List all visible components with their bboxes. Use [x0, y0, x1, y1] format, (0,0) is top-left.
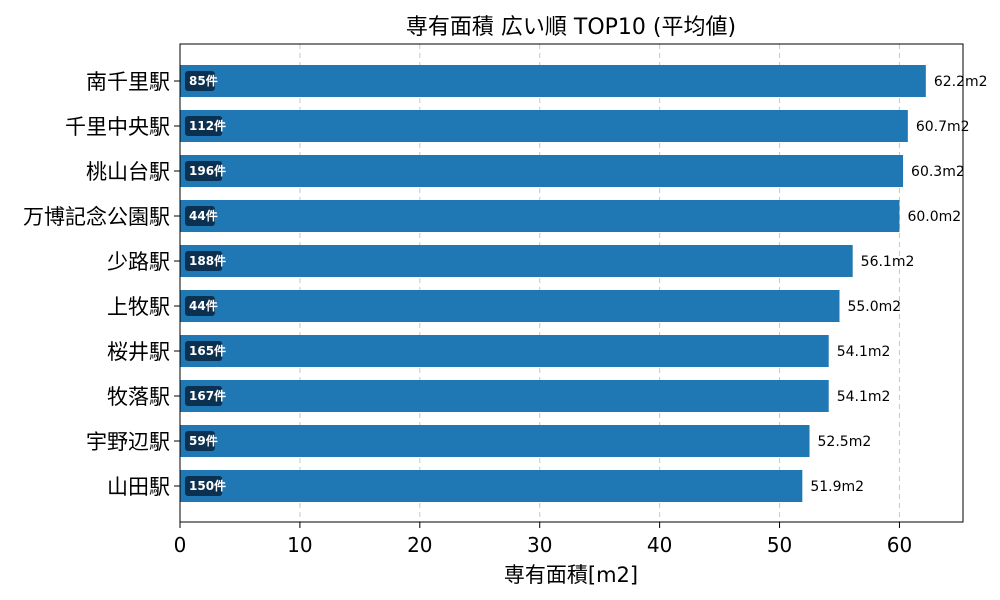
y-tick-label: 少路駅: [107, 250, 170, 274]
count-badge: [185, 431, 215, 451]
x-tick-label: 40: [647, 533, 672, 557]
y-tick-label: 千里中央駅: [65, 115, 170, 139]
data-label: 52.5m2: [818, 434, 872, 450]
bar: [180, 245, 853, 277]
x-tick-label: 10: [287, 533, 312, 557]
data-label: 60.7m2: [916, 119, 970, 135]
count-badge-label: 150件: [189, 478, 226, 493]
y-tick-label: 万博記念公園駅: [23, 205, 170, 229]
y-tick-label: 南千里駅: [86, 70, 170, 94]
x-axis-label: 専有面積[m2]: [504, 563, 638, 587]
bar: [180, 65, 926, 97]
data-label: 54.1m2: [837, 389, 891, 405]
count-badge-label: 44件: [189, 208, 218, 223]
data-label: 56.1m2: [861, 254, 915, 270]
bar: [180, 290, 840, 322]
y-tick-label: 桃山台駅: [86, 160, 170, 184]
count-badge: [185, 161, 223, 181]
y-tick-label: 桜井駅: [107, 340, 170, 364]
x-tick-label: 50: [767, 533, 792, 557]
data-label: 54.1m2: [837, 344, 891, 360]
y-tick-label: 上牧駅: [107, 295, 170, 319]
bar: [180, 425, 810, 457]
count-badge: [185, 71, 215, 91]
count-badge-label: 188件: [189, 253, 226, 268]
x-tick-label: 20: [407, 533, 432, 557]
count-badge: [185, 206, 215, 226]
x-tick-label: 60: [887, 533, 912, 557]
count-badge: [185, 116, 223, 136]
count-badge-label: 196件: [189, 163, 226, 178]
bar: [180, 335, 829, 367]
count-badge-label: 59件: [189, 433, 218, 448]
x-tick-label: 30: [527, 533, 552, 557]
bars: 南千里駅 85件 62.2m2 千里中央駅 112件 60.7m2 桃山台駅 196件 60.3…: [23, 65, 988, 502]
x-axis: 0 10 20 30 40 50 60: [174, 522, 912, 557]
count-badge-label: 167件: [189, 388, 226, 403]
x-tick-label: 0: [174, 533, 187, 557]
bar: [180, 110, 908, 142]
count-badge: [185, 476, 223, 496]
bar: [180, 200, 900, 232]
bar: [180, 380, 829, 412]
data-label: 51.9m2: [810, 479, 864, 495]
count-badge-label: 165件: [189, 343, 226, 358]
bar: [180, 470, 803, 502]
count-badge: [185, 296, 215, 316]
count-badge: [185, 251, 223, 271]
plot-frame: [179, 43, 964, 523]
chart-title: 専有面積 広い順 TOP10 (平均値): [406, 15, 736, 40]
bar: [180, 155, 904, 187]
data-label: 60.0m2: [907, 209, 961, 225]
count-badge-label: 85件: [189, 73, 218, 88]
count-badge-label: 44件: [189, 298, 218, 313]
data-label: 62.2m2: [934, 74, 988, 90]
data-label: 60.3m2: [911, 164, 965, 180]
data-label: 55.0m2: [847, 299, 901, 315]
y-tick-label: 山田駅: [107, 475, 170, 499]
y-tick-label: 宇野辺駅: [86, 430, 170, 454]
count-badge: [185, 341, 223, 361]
count-badge-label: 112件: [189, 118, 226, 133]
count-badge: [185, 386, 223, 406]
y-tick-label: 牧落駅: [107, 385, 170, 409]
